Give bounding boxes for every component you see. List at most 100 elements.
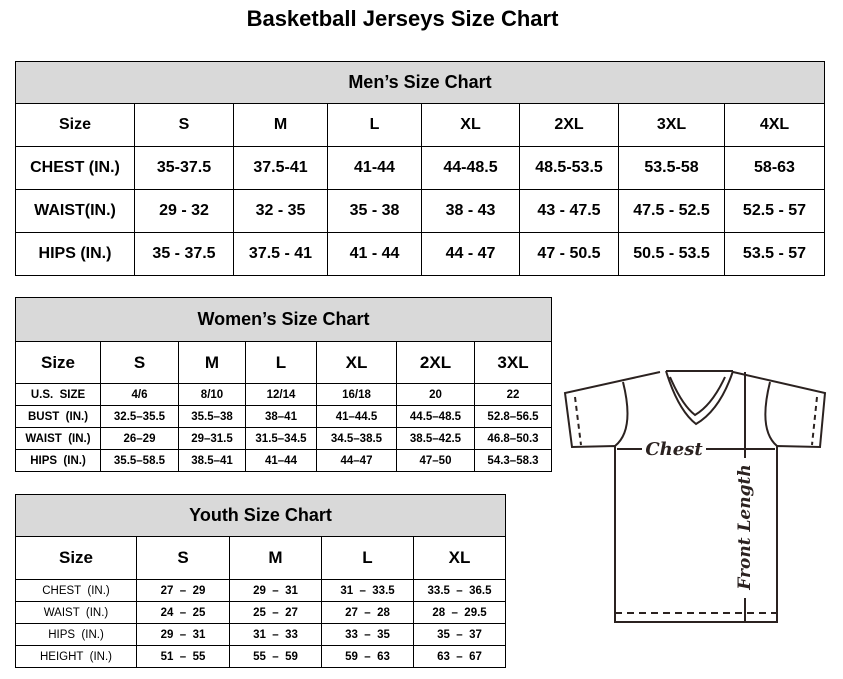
- table-cell: 25 – 27: [229, 601, 322, 624]
- table-cell: 29 – 31: [229, 579, 322, 602]
- column-header: 3XL: [618, 103, 725, 147]
- table-cell: 34.5–38.5: [316, 427, 397, 450]
- column-header: L: [321, 536, 414, 580]
- column-header: M: [233, 103, 328, 147]
- table-cell: 52.8–56.5: [473, 405, 553, 428]
- column-header: S: [134, 103, 234, 147]
- table-row: WAIST (IN.) 24 – 25 25 – 27 27 – 28 28 – 29.…: [15, 601, 507, 624]
- table-cell: 35-37.5: [134, 146, 234, 190]
- column-header: Size: [15, 536, 137, 580]
- table-cell: 29–31.5: [178, 427, 246, 450]
- column-header: S: [136, 536, 230, 580]
- row-label: WAIST(IN.): [15, 189, 135, 233]
- column-header: 2XL: [519, 103, 619, 147]
- table-cell: 47.5 - 52.5: [618, 189, 725, 233]
- women-table-caption: Women’s Size Chart: [14, 297, 553, 342]
- table-cell: 29 – 31: [136, 623, 230, 646]
- mens-size-table: Men’s Size Chart Size S M L XL 2XL 3XL 4XL CHEST …: [15, 61, 825, 276]
- column-header: S: [100, 341, 179, 384]
- table-cell: 47–50: [396, 449, 475, 472]
- table-cell: 44.5–48.5: [396, 405, 475, 428]
- table-cell: 51 – 55: [136, 645, 230, 668]
- table-cell: 41–44.5: [316, 405, 397, 428]
- column-header: XL: [421, 103, 520, 147]
- table-cell: 53.5-58: [618, 146, 725, 190]
- page-title: Basketball Jerseys Size Chart: [246, 6, 559, 31]
- row-label: WAIST (IN.): [15, 601, 137, 624]
- table-cell: 33 – 35: [321, 623, 414, 646]
- row-label: HIPS (IN.): [15, 623, 137, 646]
- table-cell: 59 – 63: [321, 645, 414, 668]
- t-shirt-icon: Chest Front Length: [563, 370, 827, 623]
- column-header: 4XL: [724, 103, 825, 147]
- table-cell: 38.5–42.5: [396, 427, 475, 450]
- table-cell: 35.5–58.5: [100, 449, 179, 472]
- row-label: CHEST (IN.): [15, 579, 137, 602]
- column-header: L: [327, 103, 422, 147]
- table-cell: 35.5–38: [178, 405, 246, 428]
- table-row: U.S. SIZE 4/6 8/10 12/14 16/18 20 22: [15, 383, 553, 406]
- table-cell: 47 - 50.5: [519, 232, 619, 276]
- column-header: Size: [15, 341, 101, 384]
- table-cell: 46.8–50.3: [473, 427, 553, 450]
- table-cell: 31.5–34.5: [245, 427, 317, 450]
- row-label: HEIGHT (IN.): [15, 645, 137, 668]
- table-cell: 52.5 - 57: [724, 189, 825, 233]
- column-header: M: [229, 536, 322, 580]
- table-cell: 32.5–35.5: [100, 405, 179, 428]
- womens-size-table: Women’s Size Chart Size S M L XL 2XL 3XL U.S. SI…: [14, 297, 553, 472]
- column-header: XL: [412, 536, 507, 580]
- table-cell: 41–44: [245, 449, 317, 472]
- table-cell: 31 – 33.5: [321, 579, 414, 602]
- table-row: HIPS (IN.) 29 – 31 31 – 33 33 – 35 35 – 37: [15, 623, 507, 646]
- table-cell: 43 - 47.5: [519, 189, 619, 233]
- column-header: 2XL: [396, 341, 475, 384]
- table-cell: 41 - 44: [327, 232, 422, 276]
- table-cell: 55 – 59: [229, 645, 322, 668]
- table-cell: 27 – 28: [321, 601, 414, 624]
- row-label: U.S. SIZE: [15, 383, 101, 406]
- table-row: WAIST(IN.) 29 - 32 32 - 35 35 - 38 38 - 43 43…: [15, 189, 825, 233]
- table-row: HEIGHT (IN.) 51 – 55 55 – 59 59 – 63 63 – 67: [15, 645, 507, 668]
- collar: [665, 370, 734, 426]
- row-label: CHEST (IN.): [15, 146, 135, 190]
- table-row: BUST (IN.) 32.5–35.5 35.5–38 38–41 41–44.5 44…: [15, 405, 553, 428]
- table-row: CHEST (IN.) 27 – 29 29 – 31 31 – 33.5 33.5 –…: [15, 579, 507, 602]
- table-cell: 32 - 35: [233, 189, 328, 233]
- table-cell: 48.5-53.5: [519, 146, 619, 190]
- table-cell: 28 – 29.5: [412, 601, 507, 624]
- table-cell: 35 - 37.5: [134, 232, 234, 276]
- chest-label: Chest: [645, 439, 703, 460]
- row-label: BUST (IN.): [15, 405, 101, 428]
- table-cell: 37.5 - 41: [233, 232, 328, 276]
- column-header: M: [178, 341, 246, 384]
- table-cell: 22: [473, 383, 553, 406]
- table-cell: 20: [396, 383, 475, 406]
- row-label: HIPS (IN.): [15, 449, 101, 472]
- table-cell: 26–29: [100, 427, 179, 450]
- youth-table-caption: Youth Size Chart: [14, 494, 507, 537]
- table-row: HIPS (IN.) 35.5–58.5 38.5–41 41–44 44–47 47–5…: [15, 449, 553, 472]
- table-cell: 38 - 43: [421, 189, 520, 233]
- table-row: HIPS (IN.) 35 - 37.5 37.5 - 41 41 - 44 44 - …: [15, 232, 825, 276]
- table-cell: 4/6: [100, 383, 179, 406]
- table-cell: 38–41: [245, 405, 317, 428]
- table-cell: 27 – 29: [136, 579, 230, 602]
- table-cell: 44-48.5: [421, 146, 520, 190]
- men-table-caption: Men’s Size Chart: [15, 61, 825, 104]
- table-cell: 41-44: [327, 146, 422, 190]
- armholes: [614, 381, 778, 447]
- table-cell: 44–47: [316, 449, 397, 472]
- table-row: CHEST (IN.) 35-37.5 37.5-41 41-44 44-48.5 48.…: [15, 146, 825, 190]
- table-cell: 31 – 33: [229, 623, 322, 646]
- front-length-label: Front Length: [735, 464, 755, 590]
- table-cell: 24 – 25: [136, 601, 230, 624]
- table-cell: 16/18: [316, 383, 397, 406]
- table-cell: 44 - 47: [421, 232, 520, 276]
- sleeve-seams: [574, 396, 818, 446]
- column-header: Size: [15, 103, 135, 147]
- table-cell: 8/10: [178, 383, 246, 406]
- shirt-outline: [563, 371, 827, 623]
- header-row: Size S M L XL 2XL 3XL: [15, 341, 553, 384]
- column-header: XL: [316, 341, 397, 384]
